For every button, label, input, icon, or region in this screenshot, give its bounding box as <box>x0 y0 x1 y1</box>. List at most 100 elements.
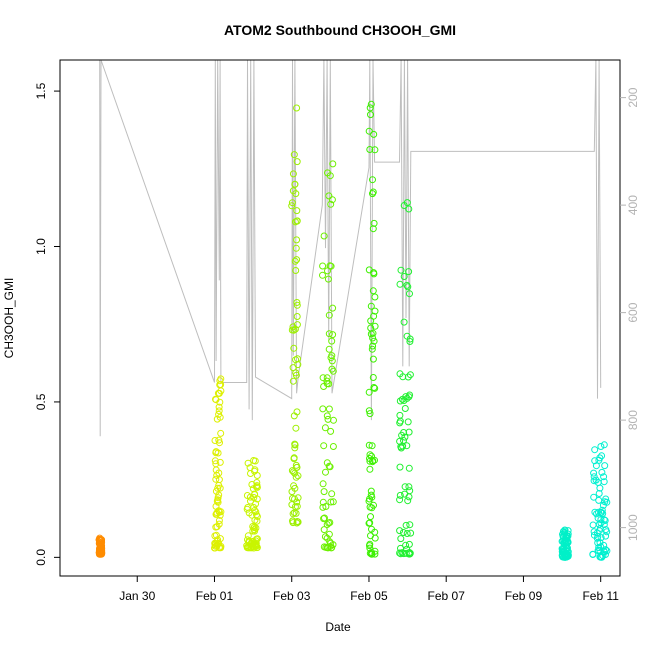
data-point <box>405 393 413 401</box>
data-point <box>328 544 336 552</box>
data-point <box>325 330 333 338</box>
data-point <box>324 544 332 552</box>
data-point <box>250 524 258 531</box>
data-point <box>290 482 298 490</box>
data-point <box>590 469 598 477</box>
data-point <box>293 104 301 112</box>
data-point <box>371 322 379 330</box>
data-point <box>251 507 259 514</box>
data-point <box>365 519 373 527</box>
y-tick-label: 0.5 <box>34 393 48 410</box>
data-point <box>602 532 610 540</box>
data-point <box>290 344 298 352</box>
data-point <box>294 518 302 526</box>
data-point <box>320 543 328 551</box>
data-point <box>561 553 569 561</box>
data-point <box>321 424 329 432</box>
data-point <box>592 462 600 470</box>
data-point <box>397 443 405 451</box>
data-point <box>243 492 251 499</box>
data-point <box>593 534 601 542</box>
data-point <box>294 355 301 363</box>
data-point <box>367 111 374 119</box>
data-point <box>600 441 608 449</box>
data-point <box>293 313 301 320</box>
data-point <box>563 532 571 540</box>
data-point <box>216 377 224 385</box>
y2-tick-label: 800 <box>626 410 640 430</box>
data-point <box>365 266 373 274</box>
data-point <box>400 273 408 280</box>
data-point <box>329 160 337 168</box>
data-point <box>597 516 605 524</box>
data-point <box>406 290 413 298</box>
data-point <box>251 491 259 499</box>
data-point <box>328 196 336 204</box>
data-point <box>599 501 607 509</box>
data-point <box>368 345 376 353</box>
data-point <box>213 542 221 550</box>
data-point <box>371 384 379 392</box>
data-point <box>405 483 413 491</box>
data-point <box>292 371 300 379</box>
data-point <box>293 158 301 166</box>
data-point <box>322 468 329 476</box>
data-points-layer <box>95 100 611 561</box>
data-point <box>595 490 603 497</box>
data-point <box>289 170 297 178</box>
data-point <box>400 318 408 326</box>
data-point <box>292 190 300 198</box>
data-point <box>403 281 411 289</box>
data-point <box>215 469 223 477</box>
x-tick-label: Feb 01 <box>196 589 234 603</box>
data-point <box>370 337 378 345</box>
data-point <box>368 504 376 512</box>
data-point <box>320 442 328 450</box>
data-point <box>214 498 222 506</box>
x-tick-label: Feb 11 <box>582 589 619 603</box>
data-point <box>370 130 378 138</box>
data-point <box>402 521 410 529</box>
data-point <box>215 410 223 418</box>
data-point <box>396 280 404 288</box>
data-point <box>365 407 373 415</box>
data-point <box>600 478 608 486</box>
data-point <box>291 325 299 333</box>
data-point <box>369 374 377 381</box>
data-point <box>396 397 404 405</box>
data-point <box>325 405 333 413</box>
data-point <box>293 519 301 527</box>
data-point <box>405 464 413 472</box>
x-tick-label: Feb 07 <box>428 589 466 603</box>
data-point <box>401 405 409 412</box>
data-point <box>293 236 301 244</box>
data-point <box>327 354 335 362</box>
plot-box <box>59 59 621 577</box>
data-point <box>320 515 328 523</box>
data-point <box>402 549 410 557</box>
data-point <box>366 549 374 557</box>
data-point <box>251 466 259 474</box>
data-point <box>212 449 220 457</box>
data-point <box>371 146 379 154</box>
data-point <box>564 527 572 535</box>
data-point <box>405 205 413 213</box>
data-point <box>366 451 374 459</box>
data-point <box>293 207 301 215</box>
data-point <box>328 357 336 365</box>
data-point <box>399 529 407 536</box>
data-point <box>216 458 224 466</box>
data-point <box>252 500 260 508</box>
data-point <box>293 217 301 225</box>
data-point <box>212 487 220 495</box>
data-point <box>248 481 256 488</box>
data-point <box>405 540 413 548</box>
data-point <box>369 334 377 342</box>
data-point <box>369 176 376 184</box>
data-point <box>600 473 608 481</box>
data-point <box>322 503 330 510</box>
data-point <box>397 266 405 274</box>
y-tick-label: 0.0 <box>34 549 48 566</box>
data-point <box>248 542 256 550</box>
data-point <box>601 498 609 506</box>
